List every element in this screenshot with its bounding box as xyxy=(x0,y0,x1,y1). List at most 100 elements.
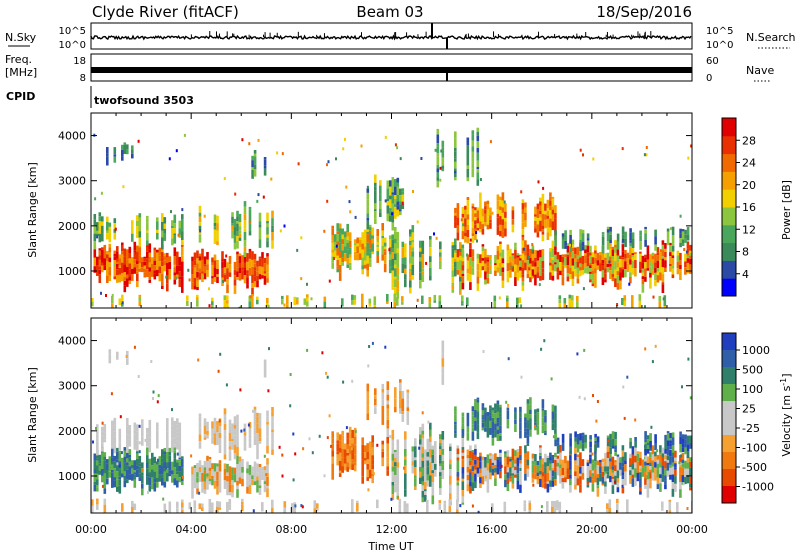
echo-cell xyxy=(506,297,509,302)
echo-cell xyxy=(496,418,500,423)
echo-cell xyxy=(646,435,650,440)
echo-cell xyxy=(461,217,465,225)
echo-cell xyxy=(601,263,605,266)
echo-cell xyxy=(353,444,357,451)
echo-cell xyxy=(616,275,620,283)
echo-cell xyxy=(454,177,457,181)
echo-cell xyxy=(241,478,244,487)
echo-cell xyxy=(509,459,512,462)
echo-cell xyxy=(233,218,237,228)
echo-cell xyxy=(614,471,617,476)
echo-cell xyxy=(454,173,457,177)
echo-cell xyxy=(331,447,334,451)
echo-cell xyxy=(141,472,144,476)
echo-cell xyxy=(266,234,269,238)
echo-cell xyxy=(689,255,692,259)
echo-cell xyxy=(394,143,397,147)
echo-cell xyxy=(526,265,530,274)
echo-cell xyxy=(669,464,672,468)
echo-cell xyxy=(326,199,329,203)
echo-cell xyxy=(133,427,137,430)
echo-cell xyxy=(559,468,562,477)
nsky-trace xyxy=(90,23,692,49)
echo-cell xyxy=(173,458,177,468)
echo-cell xyxy=(664,260,667,268)
echo-cell xyxy=(263,359,267,367)
echo-cell xyxy=(671,462,675,467)
echo-cell xyxy=(333,234,337,242)
echo-cell xyxy=(542,186,545,190)
echo-cell xyxy=(213,214,217,223)
echo-cell xyxy=(536,232,540,238)
echo-cell xyxy=(123,147,127,154)
echo-cell xyxy=(156,443,159,449)
echo-cell xyxy=(614,462,617,466)
echo-cell xyxy=(441,366,445,374)
echo-cell xyxy=(644,268,647,277)
echo-cell xyxy=(173,437,177,445)
echo-cell xyxy=(681,443,685,448)
echo-cell xyxy=(664,251,667,258)
echo-cell xyxy=(341,239,344,245)
echo-cell xyxy=(111,464,114,470)
echo-cell xyxy=(404,268,407,272)
nsky-strip-frame xyxy=(90,22,693,50)
echo-cell xyxy=(136,268,139,272)
echo-cell xyxy=(391,234,395,240)
echo-cell xyxy=(118,274,122,283)
echo-cell xyxy=(474,417,477,421)
echo-cell xyxy=(529,277,532,283)
echo-cell xyxy=(471,140,475,147)
echo-cell xyxy=(503,505,507,513)
echo-cell xyxy=(419,458,422,467)
echo-cell xyxy=(137,139,140,143)
echo-cell xyxy=(466,480,470,485)
echo-cell xyxy=(536,224,540,233)
echo-cell xyxy=(391,252,395,259)
echo-cell xyxy=(689,244,692,251)
echo-cell xyxy=(461,303,464,306)
echo-cell xyxy=(218,485,222,493)
echo-cell xyxy=(216,425,219,433)
echo-cell xyxy=(584,245,587,250)
echo-cell xyxy=(524,240,527,248)
echo-cell xyxy=(118,479,122,486)
echo-cell xyxy=(401,188,405,192)
echo-cell xyxy=(294,504,297,508)
echo-cell xyxy=(649,478,652,482)
echo-cell xyxy=(126,479,129,484)
echo-cell xyxy=(621,234,625,239)
echo-cell xyxy=(136,458,139,466)
echo-cell xyxy=(544,453,547,463)
echo-cell xyxy=(461,476,465,482)
echo-cell xyxy=(348,247,352,255)
echo-cell xyxy=(479,178,482,181)
echo-cell xyxy=(108,226,112,229)
echo-cell xyxy=(391,443,395,447)
echo-cell xyxy=(631,446,635,455)
echo-cell xyxy=(341,298,344,307)
echo-cell xyxy=(166,472,169,482)
echo-cell xyxy=(261,471,264,480)
echo-cell xyxy=(136,465,139,470)
echo-cell xyxy=(218,507,222,510)
echo-cell xyxy=(216,241,219,246)
velocity-colorbar-tick-label: 500 xyxy=(742,364,763,377)
echo-cell xyxy=(516,449,520,452)
echo-cell xyxy=(336,458,339,461)
echo-cell xyxy=(496,213,500,218)
echo-cell xyxy=(351,294,354,301)
echo-cell xyxy=(644,262,647,269)
echo-cell xyxy=(621,475,625,480)
echo-cell xyxy=(496,456,500,460)
echo-cell xyxy=(206,270,209,277)
echo-cell xyxy=(656,449,659,453)
echo-cell xyxy=(521,222,525,230)
echo-cell xyxy=(604,253,607,258)
echo-cell xyxy=(386,294,389,302)
echo-cell xyxy=(118,428,122,435)
echo-cell xyxy=(371,459,374,465)
echo-cell xyxy=(684,229,687,235)
echo-cell xyxy=(353,239,357,243)
echo-cell xyxy=(439,446,442,449)
